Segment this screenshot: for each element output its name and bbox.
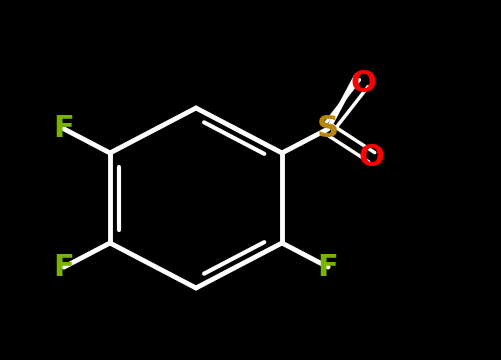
Text: F: F — [318, 253, 339, 282]
Text: O: O — [359, 143, 385, 172]
Text: F: F — [54, 253, 74, 282]
Text: F: F — [54, 114, 74, 143]
Text: S: S — [317, 114, 339, 143]
Text: O: O — [351, 69, 377, 98]
